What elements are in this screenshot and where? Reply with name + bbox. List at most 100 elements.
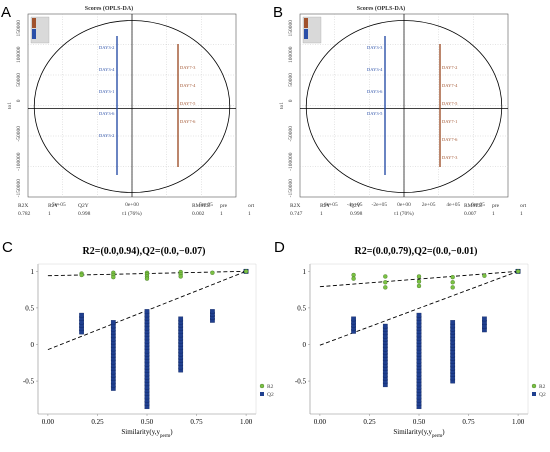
r2-point xyxy=(450,280,455,285)
y-tick-label: 100000 xyxy=(16,46,22,63)
y-tick-label: 0 xyxy=(31,341,35,349)
y-tick-label: 50000 xyxy=(16,73,22,87)
y-tick-label: 1 xyxy=(303,268,307,276)
stat-header: R2X xyxy=(290,203,300,209)
stat-header: R2Y xyxy=(48,203,58,209)
y-tick-label: 50000 xyxy=(288,73,294,87)
stat-header: ort xyxy=(248,203,255,209)
r2-point xyxy=(515,269,521,274)
stat-value: 0.747 xyxy=(290,211,303,217)
panel-d: D R2=(0.0,0.79),Q2=(0.0,−0.01)10.50-0.50.… xyxy=(274,239,546,439)
y-tick-label: -100000 xyxy=(288,152,294,171)
r2-point xyxy=(243,269,249,274)
x-tick-label: 2e+05 xyxy=(422,202,436,208)
y-tick-label: 150000 xyxy=(16,20,22,37)
x-tick-label: 0.25 xyxy=(363,418,376,426)
stat-header: R2X xyxy=(18,203,28,209)
legend-q2-label: Q2 xyxy=(539,392,546,398)
x-tick-label: 0.75 xyxy=(462,418,475,426)
r2-point xyxy=(416,274,422,279)
panel-letter: D xyxy=(274,239,285,256)
r2-point xyxy=(450,275,455,280)
stat-value: 1 xyxy=(520,211,523,217)
x-tick-label: 4e+05 xyxy=(446,202,460,208)
stat-value: 0.007 xyxy=(464,211,477,217)
y-tick-label: -100000 xyxy=(16,152,22,171)
sample-label-day7: DAY7-3 xyxy=(442,155,458,160)
x-axis-label: Similarity(y,yperm) xyxy=(121,428,173,439)
x-tick-label: 0e+00 xyxy=(397,202,411,208)
plot-title: R2=(0.0,0.79),Q2=(0.0,−0.01) xyxy=(355,246,478,257)
sample-label-day3: DAY3-4 xyxy=(99,67,115,72)
x-tick-label: 0e+00 xyxy=(125,202,139,208)
legend-swatch-blue xyxy=(32,29,36,39)
stat-header: RMSEE xyxy=(464,203,483,209)
r2-point xyxy=(178,274,183,279)
sample-label-day7: DAY7-2 xyxy=(442,65,457,70)
stat-value: 1 xyxy=(492,211,495,217)
x-axis-label: Similarity(y,yperm) xyxy=(393,428,445,439)
stat-header: RMSEE xyxy=(192,203,211,209)
r2-point xyxy=(383,285,388,290)
r2-point xyxy=(450,285,455,290)
r2-point xyxy=(210,270,215,275)
r2-point xyxy=(111,275,116,280)
y-tick-label: 150000 xyxy=(288,20,294,37)
stat-value: 0.002 xyxy=(192,211,205,217)
y-tick-label: -50000 xyxy=(288,126,294,142)
sample-label-day7: DAY7-3 xyxy=(180,65,196,70)
q2-point xyxy=(382,323,388,329)
sample-label-day3: DAY3-4 xyxy=(367,67,383,72)
panel-a: A Scores (OPLS-DA) 150000 100000 50000 0 -5000… xyxy=(1,4,255,217)
panel-b: B Scores (OPLS-DA) 150000 100000 50000 0 -5000… xyxy=(273,4,527,217)
sample-label-day7: DAY7-1 xyxy=(442,119,457,124)
sample-label-day7: DAY7-6 xyxy=(442,137,458,142)
r2-point xyxy=(79,272,84,278)
panel-c: C R2=(0.0,0.94),Q2=(0.0,−0.07)10.50-0.50.… xyxy=(2,239,274,439)
stat-header: pre xyxy=(220,203,228,209)
stat-header: Q2Y xyxy=(78,203,89,209)
sample-label-day7: DAY7-4 xyxy=(442,83,458,88)
x-tick-label: 0.50 xyxy=(141,418,154,426)
r2-point xyxy=(482,273,487,278)
legend-r2-marker xyxy=(531,383,537,389)
plot-title: Scores (OPLS-DA) xyxy=(85,5,133,12)
sample-label-day7: DAY7-5 xyxy=(180,101,196,106)
sample-label-day7: DAY7-5 xyxy=(442,101,458,106)
legend-swatch-blue xyxy=(304,29,308,39)
y-tick-label: 1 xyxy=(31,268,35,276)
stat-header: Q2Y xyxy=(350,203,361,209)
stat-value: 1 xyxy=(320,211,323,217)
q2-point xyxy=(144,309,150,314)
plot-title: Scores (OPLS-DA) xyxy=(357,5,405,12)
x-tick-label: -5e+05 xyxy=(50,202,66,208)
stat-value: 1 xyxy=(220,211,223,217)
q2-point xyxy=(110,320,116,325)
x-axis-label-tail: ) xyxy=(442,428,445,436)
legend-q2-label: Q2 xyxy=(267,392,274,398)
q2-point xyxy=(79,312,84,318)
r2-point xyxy=(416,283,422,289)
panel-letter: B xyxy=(273,4,283,21)
stat-header: ort xyxy=(520,203,527,209)
sample-label-day3: DAY3-2 xyxy=(99,133,114,138)
x-tick-label: 0.00 xyxy=(314,418,327,426)
y-tick-label: 0.5 xyxy=(297,304,306,312)
x-tick-label: -2e+05 xyxy=(372,202,388,208)
x-tick-label: 0.50 xyxy=(413,418,426,426)
sample-label-day3: DAY3-1 xyxy=(99,89,114,94)
confidence-ellipse xyxy=(305,20,503,193)
sample-label-day3: DAY3-5 xyxy=(367,111,383,116)
y-tick-label: -50000 xyxy=(16,126,22,142)
x-tick-label: 1.00 xyxy=(512,418,525,426)
x-axis-label-sub: perm xyxy=(160,434,170,439)
legend-q2-marker xyxy=(260,392,264,396)
q2-point xyxy=(416,312,422,318)
r2-point xyxy=(144,276,150,281)
q2-point xyxy=(450,320,456,325)
r2-point xyxy=(351,272,356,278)
stat-header: R2Y xyxy=(320,203,330,209)
legend-r2-label: R2 xyxy=(539,384,546,390)
r2-point xyxy=(383,280,388,285)
x-tick-label: 0.75 xyxy=(190,418,203,426)
